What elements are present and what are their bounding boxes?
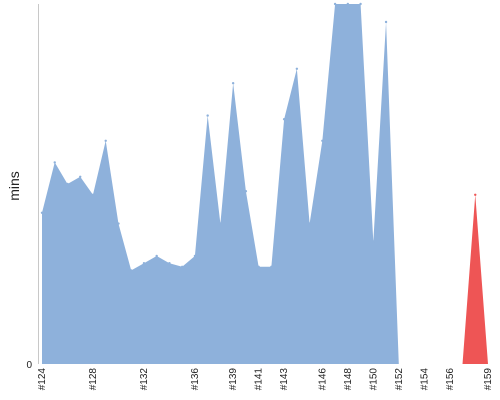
data-point	[206, 114, 209, 117]
x-tick-label: #150	[368, 368, 379, 391]
x-tick-label: #141	[254, 368, 265, 391]
x-tick-label: #146	[317, 368, 328, 391]
data-point	[142, 262, 146, 265]
data-point	[117, 222, 120, 225]
x-tick-label: #143	[279, 368, 290, 391]
data-point	[104, 139, 107, 142]
data-point	[155, 254, 158, 258]
data-point	[372, 240, 375, 243]
y-tick-label: 0	[26, 360, 32, 371]
data-point	[359, 2, 362, 6]
data-point	[308, 222, 311, 225]
data-point	[40, 211, 44, 214]
series-area-0	[42, 4, 488, 364]
data-point	[321, 139, 324, 142]
data-point	[257, 265, 260, 268]
data-point	[91, 193, 95, 196]
data-point	[66, 182, 69, 186]
data-point	[193, 254, 197, 258]
data-point	[219, 222, 222, 225]
data-point	[244, 190, 248, 193]
data-point	[346, 2, 350, 6]
data-point	[180, 265, 184, 268]
x-tick-label: #159	[483, 368, 494, 391]
x-tick-label: #152	[394, 368, 405, 391]
data-point	[53, 161, 56, 164]
data-point	[168, 262, 171, 265]
x-tick-label: #154	[419, 368, 430, 391]
x-tick-label: #136	[190, 368, 201, 391]
x-tick-label: #132	[139, 368, 150, 391]
data-point	[79, 175, 82, 178]
x-tick-label: #124	[37, 368, 48, 391]
data-point	[384, 20, 388, 24]
x-tick-label: #148	[343, 368, 354, 391]
plot-area	[40, 2, 488, 364]
data-point	[130, 269, 133, 272]
data-point	[282, 118, 286, 121]
x-tick-label: #156	[445, 368, 456, 391]
data-point	[295, 67, 299, 71]
data-point	[474, 193, 477, 196]
data-point	[333, 2, 337, 6]
x-tick-label: #139	[228, 368, 239, 391]
data-point	[270, 265, 273, 268]
x-tick-label: #128	[88, 368, 99, 391]
data-point	[231, 82, 235, 85]
x-tick-labels: #124 #128 #132 #136 #139 #141 #143 #146 #148 #150…	[37, 368, 494, 391]
y-axis-label: mins	[6, 171, 22, 201]
